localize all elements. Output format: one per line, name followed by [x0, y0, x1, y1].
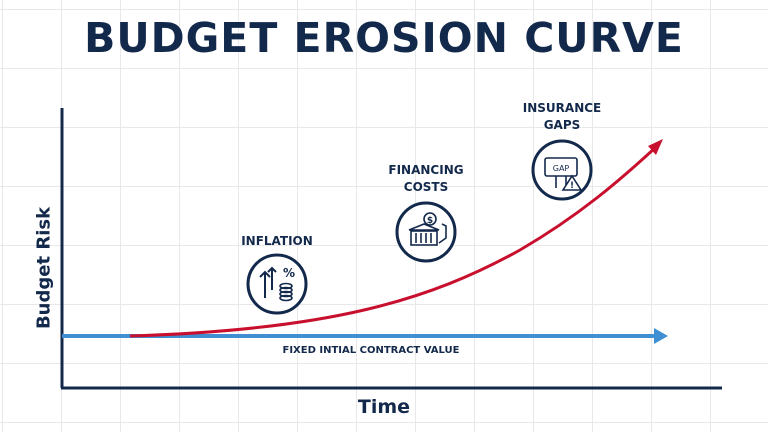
svg-text:!: !: [570, 181, 574, 191]
erosion-curve-arrowhead: [648, 139, 663, 155]
x-axis-label: Time: [357, 396, 411, 418]
insurance-gap-icon: GAP !: [531, 139, 593, 201]
y-axis-label: Budget Risk: [33, 206, 55, 330]
inflation-icon: %: [246, 253, 308, 315]
baseline-arrowhead: [654, 328, 668, 344]
annotation-financing-line-2: COSTS: [403, 180, 449, 194]
annotation-financing-line-1: FINANCING: [388, 163, 464, 177]
page-title: BUDGET EROSION CURVE: [84, 14, 684, 62]
svg-text:%: %: [283, 266, 295, 280]
annotation-inflation-line-1: INFLATION: [241, 234, 313, 248]
baseline-label: FIXED INTIAL CONTRACT VALUE: [282, 345, 460, 356]
annotation-inflation: INFLATION: [241, 233, 313, 250]
annotation-insurance-line-2: GAPS: [543, 118, 581, 132]
financing-icon: $: [395, 201, 457, 263]
annotation-financing-costs: FINANCING COSTS: [388, 162, 463, 196]
svg-text:$: $: [427, 216, 433, 226]
annotation-insurance-line-1: INSURANCE: [522, 101, 602, 115]
gap-sign-text: GAP: [553, 164, 570, 173]
annotation-insurance-gaps: INSURANCE GAPS: [523, 100, 601, 134]
erosion-curve: [129, 146, 657, 338]
